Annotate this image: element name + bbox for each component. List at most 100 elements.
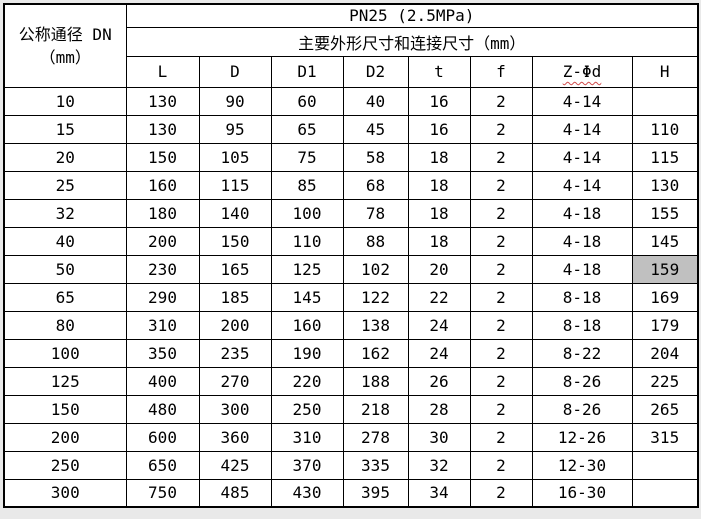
value-cell-z-d[interactable]: 4-18 [531,198,633,228]
value-cell-d2[interactable]: 188 [342,366,409,396]
value-cell-d[interactable]: 485 [198,478,272,508]
value-cell-h[interactable] [631,478,699,508]
value-cell-d2[interactable]: 68 [342,170,409,200]
value-cell-d2[interactable]: 162 [342,338,409,368]
value-cell-t[interactable]: 16 [407,114,471,144]
value-cell-d[interactable]: 95 [198,114,272,144]
value-cell-d[interactable]: 235 [198,338,272,368]
value-cell-l[interactable]: 130 [125,86,200,116]
value-cell-d[interactable]: 270 [198,366,272,396]
value-cell-d[interactable]: 115 [198,170,272,200]
value-cell-d1[interactable]: 430 [270,478,344,508]
value-cell-d2[interactable]: 278 [342,422,409,452]
pressure-class-header[interactable]: PN25 (2.5MPa) [125,3,699,28]
value-cell-l[interactable]: 180 [125,198,200,228]
dn-cell[interactable]: 300 [3,478,127,508]
value-cell-d2[interactable]: 88 [342,226,409,256]
value-cell-z-d[interactable]: 4-18 [531,226,633,256]
value-cell-f[interactable]: 2 [469,310,533,340]
value-cell-d1[interactable]: 65 [270,114,344,144]
value-cell-t[interactable]: 18 [407,226,471,256]
value-cell-l[interactable]: 310 [125,310,200,340]
value-cell-l[interactable]: 290 [125,282,200,312]
value-cell-z-d[interactable]: 12-30 [531,450,633,480]
dn-cell[interactable]: 100 [3,338,127,368]
value-cell-d2[interactable]: 335 [342,450,409,480]
value-cell-d2[interactable]: 45 [342,114,409,144]
value-cell-f[interactable]: 2 [469,394,533,424]
value-cell-t[interactable]: 24 [407,310,471,340]
value-cell-f[interactable]: 2 [469,478,533,508]
value-cell-d2[interactable]: 78 [342,198,409,228]
value-cell-t[interactable]: 24 [407,338,471,368]
value-cell-d1[interactable]: 125 [270,254,344,284]
column-header-d2[interactable]: D2 [342,55,409,88]
value-cell-h[interactable]: 145 [631,226,699,256]
value-cell-z-d[interactable]: 4-14 [531,142,633,172]
value-cell-l[interactable]: 750 [125,478,200,508]
value-cell-z-d[interactable]: 8-18 [531,310,633,340]
dn-cell[interactable]: 200 [3,422,127,452]
value-cell-l[interactable]: 600 [125,422,200,452]
dn-cell[interactable]: 20 [3,142,127,172]
value-cell-d1[interactable]: 85 [270,170,344,200]
value-cell-d2[interactable]: 395 [342,478,409,508]
value-cell-z-d[interactable]: 8-18 [531,282,633,312]
dn-cell[interactable]: 80 [3,310,127,340]
dn-cell[interactable]: 25 [3,170,127,200]
value-cell-f[interactable]: 2 [469,338,533,368]
value-cell-h[interactable]: 155 [631,198,699,228]
value-cell-t[interactable]: 20 [407,254,471,284]
value-cell-f[interactable]: 2 [469,226,533,256]
value-cell-d2[interactable]: 138 [342,310,409,340]
value-cell-d1[interactable]: 220 [270,366,344,396]
value-cell-f[interactable]: 2 [469,114,533,144]
value-cell-t[interactable]: 32 [407,450,471,480]
dn-cell[interactable]: 125 [3,366,127,396]
value-cell-l[interactable]: 130 [125,114,200,144]
value-cell-d2[interactable]: 102 [342,254,409,284]
value-cell-d2[interactable]: 40 [342,86,409,116]
value-cell-z-d[interactable]: 4-14 [531,114,633,144]
value-cell-d[interactable]: 105 [198,142,272,172]
value-cell-z-d[interactable]: 12-26 [531,422,633,452]
value-cell-h[interactable]: 225 [631,366,699,396]
value-cell-d[interactable]: 140 [198,198,272,228]
value-cell-d1[interactable]: 310 [270,422,344,452]
value-cell-z-d[interactable]: 8-26 [531,366,633,396]
value-cell-t[interactable]: 22 [407,282,471,312]
value-cell-d1[interactable]: 60 [270,86,344,116]
column-header-f[interactable]: f [469,55,533,88]
value-cell-f[interactable]: 2 [469,450,533,480]
value-cell-d1[interactable]: 160 [270,310,344,340]
dn-cell[interactable]: 32 [3,198,127,228]
value-cell-d[interactable]: 185 [198,282,272,312]
column-header-z-d[interactable]: Z-Φd [531,55,633,88]
value-cell-l[interactable]: 230 [125,254,200,284]
value-cell-l[interactable]: 150 [125,142,200,172]
corner-header-dn[interactable]: 公称通径 DN （mm） [3,3,127,88]
value-cell-f[interactable]: 2 [469,86,533,116]
value-cell-h[interactable]: 179 [631,310,699,340]
value-cell-t[interactable]: 18 [407,198,471,228]
value-cell-d1[interactable]: 110 [270,226,344,256]
value-cell-h[interactable]: 115 [631,142,699,172]
value-cell-f[interactable]: 2 [469,198,533,228]
value-cell-z-d[interactable]: 4-14 [531,86,633,116]
value-cell-t[interactable]: 30 [407,422,471,452]
dn-cell[interactable]: 65 [3,282,127,312]
value-cell-h[interactable] [631,450,699,480]
value-cell-f[interactable]: 2 [469,366,533,396]
value-cell-l[interactable]: 200 [125,226,200,256]
value-cell-h[interactable]: 169 [631,282,699,312]
value-cell-d[interactable]: 200 [198,310,272,340]
value-cell-d[interactable]: 165 [198,254,272,284]
dn-cell[interactable]: 10 [3,86,127,116]
value-cell-h[interactable] [631,86,699,116]
value-cell-d[interactable]: 150 [198,226,272,256]
value-cell-h[interactable]: 204 [631,338,699,368]
value-cell-t[interactable]: 18 [407,142,471,172]
dn-cell[interactable]: 15 [3,114,127,144]
value-cell-f[interactable]: 2 [469,142,533,172]
value-cell-z-d[interactable]: 8-26 [531,394,633,424]
